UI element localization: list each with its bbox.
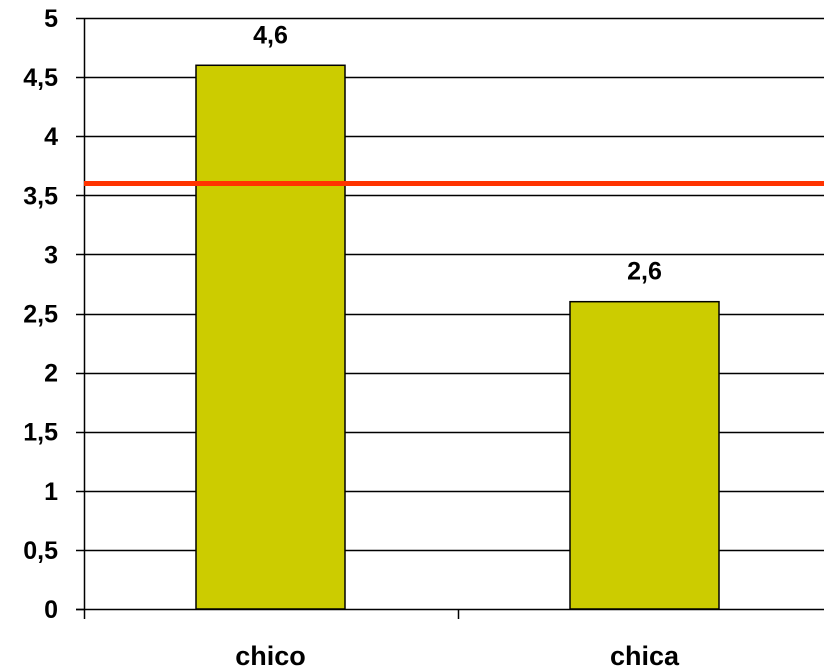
labels: 0 0,5 1 1,5 2 2,5 3 3,5 4 4,5 5 chico chica 4,6 2,6	[23, 5, 680, 671]
y-tick-label-6: 3	[44, 241, 58, 269]
bar-chico	[195, 64, 346, 610]
y-tick-label-5: 2,5	[23, 301, 58, 329]
y-tick-label-3: 1,5	[23, 419, 58, 447]
x-category-label-0: chico	[235, 641, 306, 671]
y-tick-label-10: 5	[44, 5, 58, 33]
y-tick-label-9: 4,5	[23, 64, 58, 92]
data-label-chica: 2,6	[627, 258, 662, 286]
y-tick-label-4: 2	[44, 360, 58, 388]
data-label-chico: 4,6	[253, 21, 288, 49]
axes	[76, 17, 824, 619]
y-tick-label-8: 4	[44, 123, 58, 151]
y-tick-label-7: 3,5	[23, 182, 58, 210]
y-tick-label-2: 1	[44, 478, 58, 506]
y-tick-label-1: 0,5	[23, 537, 58, 565]
bar-chica	[569, 300, 720, 610]
x-category-label-1: chica	[610, 641, 680, 671]
y-tick-label-0: 0	[44, 596, 58, 624]
bars	[195, 64, 720, 610]
